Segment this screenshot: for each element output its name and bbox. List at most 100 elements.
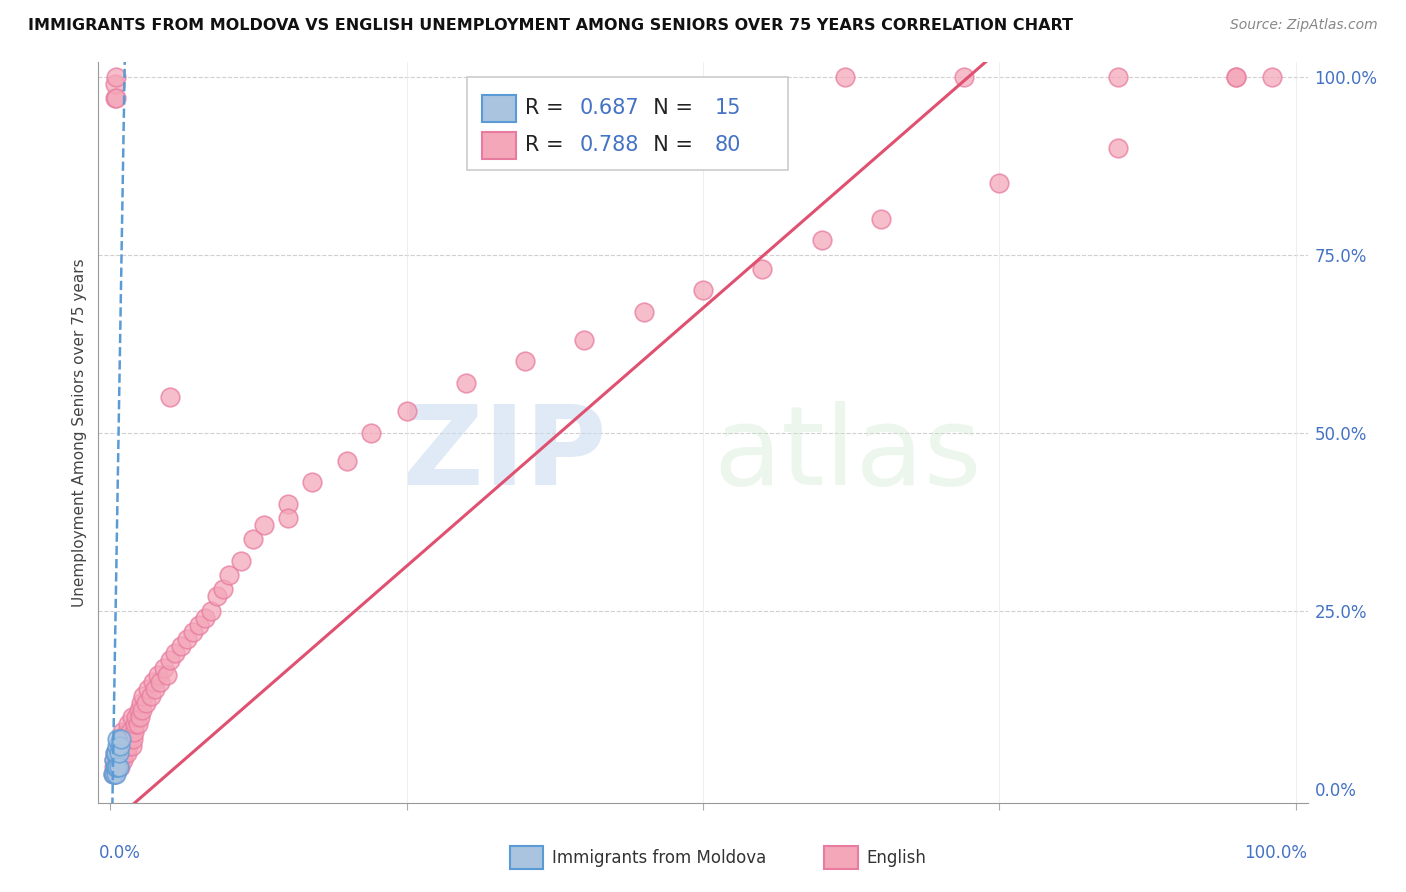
Point [129, 710, 152, 724]
Text: 0.0%: 0.0% [98, 844, 141, 862]
Point [105, 70, 128, 84]
Point [107, 739, 129, 753]
Point [110, 753, 132, 767]
Point [105, 760, 128, 774]
Point [105, 739, 128, 753]
Point [181, 624, 204, 639]
Point [114, 731, 136, 746]
Point [118, 731, 141, 746]
Text: Immigrants from Moldova: Immigrants from Moldova [551, 848, 766, 867]
Point [104, 77, 127, 91]
Point [142, 674, 165, 689]
Text: ZIP: ZIP [404, 401, 606, 508]
Point [101, 767, 124, 781]
Point [115, 724, 138, 739]
Point [515, 354, 537, 368]
Text: English: English [866, 848, 927, 867]
Point [108, 739, 131, 753]
Point [136, 681, 159, 696]
Point [165, 646, 187, 660]
Text: N =: N = [640, 136, 700, 155]
Point [103, 753, 125, 767]
Point [107, 760, 129, 774]
Point [135, 696, 157, 710]
Point [105, 760, 128, 774]
Point [212, 582, 235, 597]
FancyBboxPatch shape [509, 846, 543, 870]
Point [360, 425, 382, 440]
Point [156, 667, 179, 681]
Point [104, 91, 127, 105]
Point [229, 554, 252, 568]
Point [152, 660, 174, 674]
Point [104, 746, 127, 760]
Point [988, 177, 1011, 191]
Point [114, 746, 136, 760]
Point [301, 475, 323, 490]
Point [108, 760, 131, 774]
Point [122, 724, 145, 739]
Point [149, 674, 172, 689]
Point [869, 212, 891, 227]
Point [159, 653, 181, 667]
Point [105, 746, 128, 760]
Point [139, 689, 162, 703]
Point [200, 604, 222, 618]
Point [104, 760, 127, 774]
Text: 0.788: 0.788 [579, 136, 640, 155]
Point [103, 767, 125, 781]
Point [194, 611, 217, 625]
Point [834, 70, 856, 84]
Text: atlas: atlas [714, 401, 983, 508]
Point [105, 731, 128, 746]
Point [117, 739, 139, 753]
Point [1225, 70, 1247, 84]
Point [110, 731, 132, 746]
Point [101, 767, 124, 781]
Point [121, 710, 143, 724]
Point [751, 261, 773, 276]
Point [105, 753, 128, 767]
Point [146, 667, 169, 681]
Point [143, 681, 166, 696]
Point [112, 753, 135, 767]
Point [108, 746, 131, 760]
Point [105, 760, 128, 774]
Point [105, 767, 128, 781]
Point [127, 717, 149, 731]
Point [277, 497, 299, 511]
Point [1107, 141, 1129, 155]
Point [115, 746, 138, 760]
FancyBboxPatch shape [824, 846, 858, 870]
Text: 0.687: 0.687 [579, 98, 640, 119]
Text: 15: 15 [716, 98, 741, 119]
Text: IMMIGRANTS FROM MOLDOVA VS ENGLISH UNEMPLOYMENT AMONG SENIORS OVER 75 YEARS CORR: IMMIGRANTS FROM MOLDOVA VS ENGLISH UNEMP… [28, 18, 1073, 33]
Point [336, 454, 359, 468]
Point [633, 304, 655, 318]
Text: Source: ZipAtlas.com: Source: ZipAtlas.com [1230, 18, 1378, 32]
Point [111, 746, 134, 760]
Point [104, 746, 127, 760]
Point [176, 632, 198, 646]
Point [105, 91, 128, 105]
Point [105, 746, 128, 760]
Text: N =: N = [640, 98, 700, 119]
Point [1107, 70, 1129, 84]
FancyBboxPatch shape [467, 78, 787, 169]
Text: 80: 80 [716, 136, 741, 155]
Text: 100.0%: 100.0% [1244, 844, 1308, 862]
Point [121, 739, 143, 753]
Point [574, 333, 596, 347]
Point [112, 739, 135, 753]
Point [218, 568, 240, 582]
Point [395, 404, 418, 418]
Point [117, 717, 139, 731]
Text: R =: R = [526, 136, 571, 155]
Point [107, 753, 129, 767]
Point [810, 234, 832, 248]
Point [159, 390, 181, 404]
Point [121, 731, 143, 746]
Point [114, 739, 136, 753]
Point [124, 717, 146, 731]
Point [131, 703, 153, 717]
